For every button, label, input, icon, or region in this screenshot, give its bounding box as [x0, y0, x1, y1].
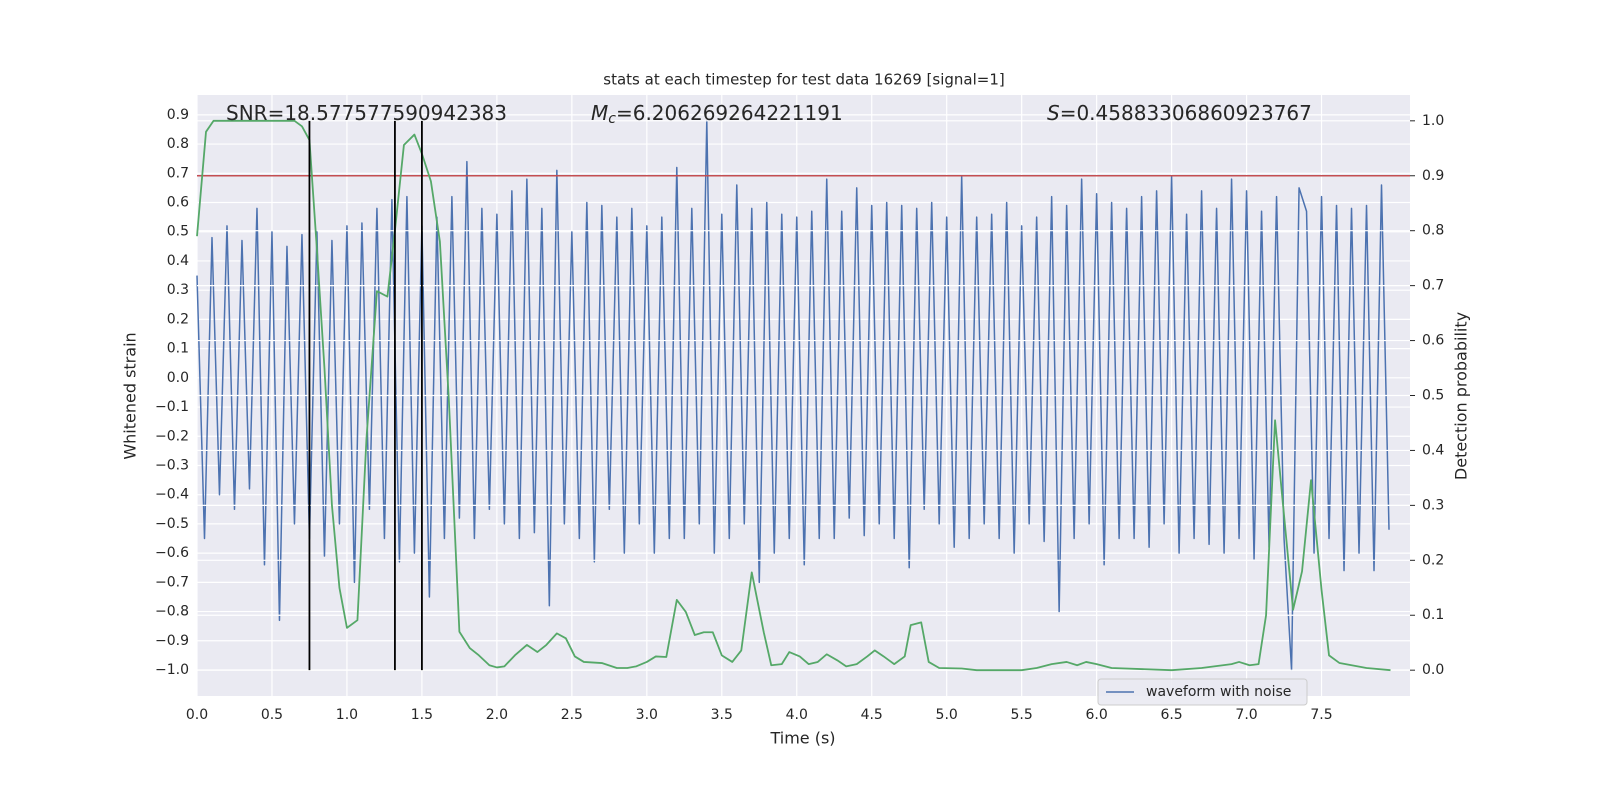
x-tick-label: 5.0: [936, 707, 958, 723]
x-tick-label: 4.0: [786, 707, 808, 723]
y-tick-label: 0.3: [167, 282, 189, 298]
annotation-symbol: SNR: [226, 101, 268, 125]
probability-line: [196, 119, 1391, 672]
x-tick-label: 3.0: [636, 707, 658, 723]
y-axis-label: Whitened strain: [121, 332, 140, 459]
y2-tick-label: 0.4: [1422, 442, 1444, 458]
annotation-text: =18.577577590942383: [268, 101, 507, 125]
annotation-subscript: c: [608, 111, 616, 127]
y-tick-label: −0.5: [155, 516, 189, 532]
x-tick-label: 2.0: [486, 707, 508, 723]
x-tick-label: 1.5: [411, 707, 433, 723]
y-tick-label: −0.1: [155, 399, 189, 415]
y2-tick-label: 0.3: [1422, 497, 1444, 513]
y-tick-label: −0.4: [155, 487, 189, 503]
annotation-symbol: S: [1047, 101, 1060, 125]
legend-label: waveform with noise: [1146, 684, 1291, 700]
y-tick-label: 0.1: [167, 341, 189, 357]
x-tick-label: 7.0: [1235, 707, 1257, 723]
y-tick-label: −0.6: [155, 545, 189, 561]
y-tick-label: −1.0: [155, 662, 189, 678]
y-tick-label: −0.2: [155, 428, 189, 444]
x-axis-label: Time (s): [769, 729, 835, 748]
annotation: Mc=6.206269264221191: [591, 101, 843, 128]
annotation-symbol: M: [591, 101, 608, 125]
annotation: SNR=18.577577590942383: [226, 101, 507, 125]
annotation-text: =0.45883306860923767: [1060, 101, 1312, 125]
y-tick-label: 0.7: [167, 165, 189, 181]
y2-tick-label: 0.6: [1422, 333, 1444, 349]
y2-tick-label: 1.0: [1422, 113, 1444, 129]
x-tick-label: 6.0: [1085, 707, 1107, 723]
y2-axis-label: Detection probability: [1452, 312, 1471, 480]
annotation: S=0.45883306860923767: [1047, 101, 1312, 125]
y2-tick-label: 0.9: [1422, 168, 1444, 184]
x-tick-label: 0.0: [186, 707, 208, 723]
y-tick-label: 0.5: [167, 224, 189, 240]
x-tick-label: 0.5: [261, 707, 283, 723]
y-tick-label: −0.3: [155, 457, 189, 473]
y-tick-label: 0.6: [167, 195, 189, 211]
y-tick-label: 0.4: [167, 253, 189, 269]
annotation-text: =6.206269264221191: [616, 101, 843, 125]
x-tick-label: 5.5: [1011, 707, 1033, 723]
legend-box: [1097, 678, 1308, 706]
x-tick-label: 4.5: [861, 707, 883, 723]
y-tick-label: 0.8: [167, 136, 189, 152]
y2-tick-label: 0.1: [1422, 607, 1444, 623]
x-tick-label: 7.5: [1310, 707, 1332, 723]
y-tick-label: 0.9: [167, 107, 189, 123]
y2-tick-label: 0.0: [1422, 662, 1444, 678]
y-tick-label: −0.7: [155, 574, 189, 590]
y-tick-label: 0.2: [167, 311, 189, 327]
x-tick-label: 1.0: [336, 707, 358, 723]
y2-tick-label: 0.7: [1422, 278, 1444, 294]
y2-tick-label: 0.8: [1422, 223, 1444, 239]
chart-title: stats at each timestep for test data 162…: [603, 71, 1004, 89]
y2-tick-label: 0.2: [1422, 552, 1444, 568]
y-tick-label: −0.8: [155, 604, 189, 620]
x-tick-label: 3.5: [711, 707, 733, 723]
x-tick-label: 6.5: [1160, 707, 1182, 723]
y-tick-label: 0.0: [167, 370, 189, 386]
y2-tick-label: 0.5: [1422, 388, 1444, 404]
y-tick-label: −0.9: [155, 633, 189, 649]
x-tick-label: 2.5: [561, 707, 583, 723]
